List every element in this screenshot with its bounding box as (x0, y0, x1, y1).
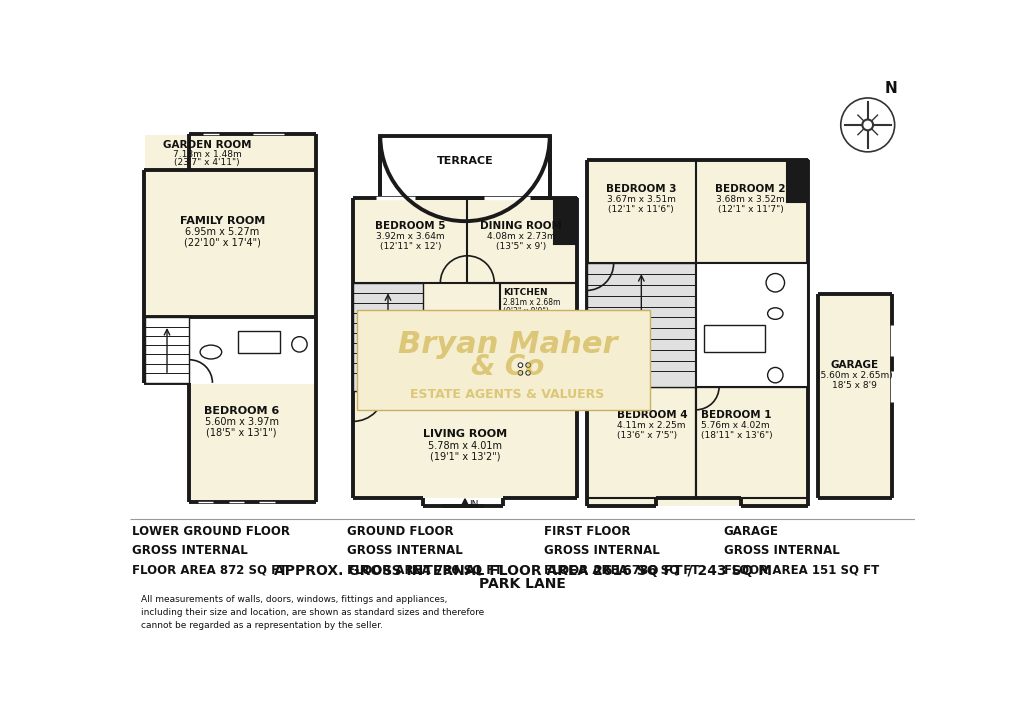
Text: & Co: & Co (470, 354, 543, 382)
Text: (12'1" x 11'7"): (12'1" x 11'7") (717, 205, 783, 214)
Text: 5.76m x 4.02m: 5.76m x 4.02m (700, 420, 768, 430)
Text: DINING ROOM: DINING ROOM (480, 221, 561, 231)
Bar (817, 294, 892, 498)
Bar (237, 331, 280, 353)
Text: GARAGE
GROSS INTERNAL
FLOOR AREA 151 SQ FT: GARAGE GROSS INTERNAL FLOOR AREA 151 SQ … (723, 526, 878, 576)
Text: GROUND FLOOR
GROSS INTERNAL
FLOOR AREA 786 SQ FT: GROUND FLOOR GROSS INTERNAL FLOOR AREA 7… (346, 526, 502, 576)
Ellipse shape (200, 345, 221, 359)
Text: 3.92m x 3.64m: 3.92m x 3.64m (376, 232, 444, 241)
Text: (12'11" x 12'): (12'11" x 12') (379, 242, 440, 251)
Text: (19'1" x 13'2"): (19'1" x 13'2") (429, 451, 499, 462)
Circle shape (518, 371, 522, 375)
Text: ESTATE AGENTS & VALUERS: ESTATE AGENTS & VALUERS (410, 388, 604, 401)
Bar (586, 387, 695, 498)
Text: FIRST FLOOR
GROSS INTERNAL
FLOOR AREA 786 SQ FT: FIRST FLOOR GROSS INTERNAL FLOOR AREA 78… (543, 526, 698, 576)
Bar (553, 198, 576, 244)
Bar (353, 283, 422, 390)
Text: GARDEN ROOM: GARDEN ROOM (163, 140, 251, 150)
Text: TERRACE: TERRACE (436, 156, 493, 166)
Bar (695, 387, 807, 498)
Text: HALL: HALL (391, 323, 423, 333)
Text: 4.11m x 2.25m: 4.11m x 2.25m (616, 420, 686, 430)
Text: LIVING ROOM: LIVING ROOM (423, 429, 506, 439)
Bar (145, 318, 190, 383)
Text: (5.60m x 2.65m): (5.60m x 2.65m) (816, 372, 892, 380)
Bar (586, 160, 807, 506)
Text: FAMILY ROOM: FAMILY ROOM (179, 216, 265, 226)
Text: BEDROOM 6: BEDROOM 6 (204, 406, 279, 416)
Bar (189, 134, 316, 169)
Text: (12'1" x 11'6"): (12'1" x 11'6") (608, 205, 674, 214)
Text: All measurements of walls, doors, windows, fittings and appliances,
including th: All measurements of walls, doors, window… (141, 595, 484, 630)
Text: IN: IN (469, 500, 478, 509)
Text: BEDROOM 4: BEDROOM 4 (616, 410, 688, 420)
Text: (22'10" x 17'4"): (22'10" x 17'4") (183, 238, 261, 247)
Bar (190, 384, 316, 500)
Ellipse shape (767, 307, 783, 320)
Text: PARK LANE: PARK LANE (479, 577, 566, 591)
Text: 3.67m x 3.51m: 3.67m x 3.51m (606, 195, 676, 204)
Bar (357, 310, 649, 410)
Circle shape (861, 120, 872, 130)
Text: 18'5 x 8'9: 18'5 x 8'9 (832, 382, 876, 390)
Text: (13'6" x 7'5"): (13'6" x 7'5") (616, 431, 677, 441)
Text: KITCHEN: KITCHEN (503, 288, 547, 297)
Bar (586, 264, 695, 387)
Text: BEDROOM 5: BEDROOM 5 (375, 221, 445, 231)
Bar (786, 160, 807, 202)
Text: BEDROOM 1: BEDROOM 1 (700, 410, 770, 420)
Text: (9'3" x 8'9"): (9'3" x 8'9") (503, 307, 549, 315)
Circle shape (526, 371, 530, 375)
Circle shape (291, 337, 307, 352)
Text: (18'11" x 13'6"): (18'11" x 13'6") (700, 431, 771, 441)
Text: N: N (883, 81, 897, 96)
Text: 6.95m x 5.27m: 6.95m x 5.27m (185, 227, 259, 237)
Bar (145, 135, 316, 318)
Text: (23'7" x 4'11"): (23'7" x 4'11") (174, 158, 239, 167)
Text: 2.81m x 2.68m: 2.81m x 2.68m (503, 298, 560, 307)
Text: BEDROOM 2: BEDROOM 2 (714, 184, 786, 194)
Circle shape (767, 367, 783, 383)
Circle shape (518, 363, 522, 367)
Text: 7.18m x 1.48m: 7.18m x 1.48m (172, 150, 242, 158)
Circle shape (526, 363, 530, 367)
Text: (13'5" x 9'): (13'5" x 9') (495, 242, 546, 251)
Text: GARAGE: GARAGE (829, 360, 877, 370)
Text: BEDROOM 3: BEDROOM 3 (605, 184, 676, 194)
Bar (703, 325, 764, 352)
Circle shape (765, 274, 784, 292)
Bar (353, 198, 576, 498)
Bar (515, 360, 534, 379)
Text: LOWER GROUND FLOOR
GROSS INTERNAL
FLOOR AREA 872 SQ FT: LOWER GROUND FLOOR GROSS INTERNAL FLOOR … (131, 526, 289, 576)
Text: Bryan Maher: Bryan Maher (397, 330, 616, 359)
Text: APPROX. GROSS INTERNAL FLOOR AREA 2616 SQ FT / 243 SQ M: APPROX. GROSS INTERNAL FLOOR AREA 2616 S… (273, 564, 771, 577)
Text: 5.78m x 4.01m: 5.78m x 4.01m (428, 441, 501, 451)
Bar (695, 264, 807, 387)
Text: (18'5" x 13'1"): (18'5" x 13'1") (206, 428, 277, 438)
Bar (380, 137, 549, 198)
Text: 5.60m x 3.97m: 5.60m x 3.97m (205, 417, 278, 427)
Text: 4.08m x 2.73m: 4.08m x 2.73m (486, 232, 555, 241)
Bar (506, 352, 569, 389)
Text: 3.68m x 3.52m: 3.68m x 3.52m (715, 195, 785, 204)
Bar (145, 318, 316, 383)
